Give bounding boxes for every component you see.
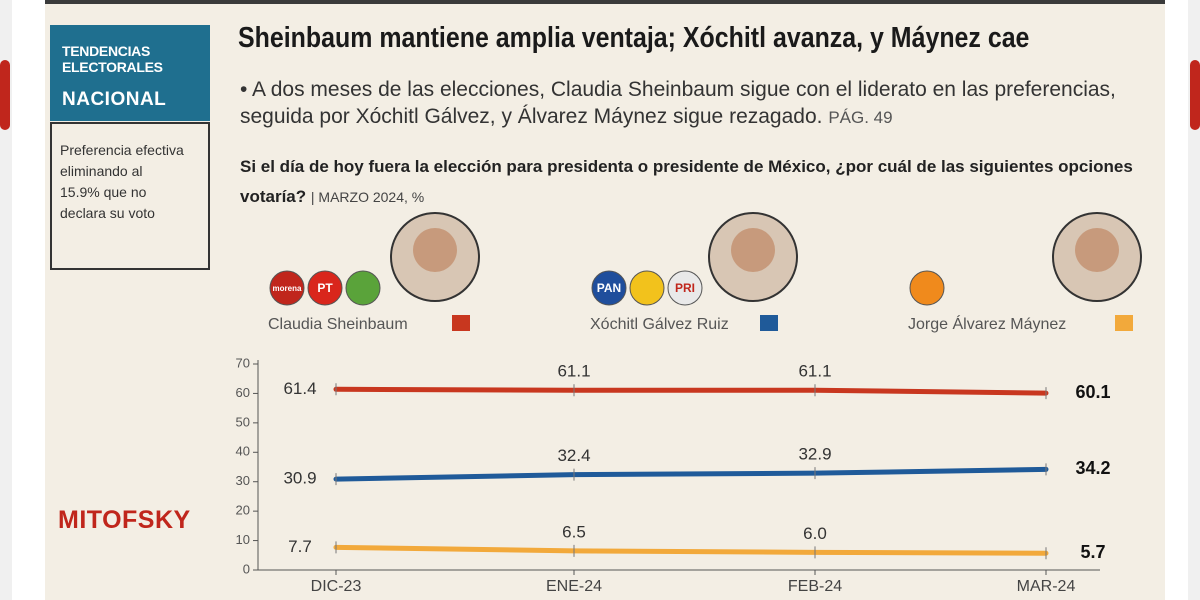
legend-label: Xóchitl Gálvez Ruiz [590,316,729,333]
value-label: 61.1 [557,362,590,381]
edge [0,0,12,600]
candidate-face [731,228,775,272]
value-label: 6.0 [803,524,827,543]
party-logo [629,270,665,306]
brand: MITOFSKY [58,506,191,534]
badge-line: TENDENCIAS ELECTORALES [62,43,163,75]
legend-swatch [452,315,470,331]
y-tick-label: 30 [236,473,250,488]
party-logo [307,270,343,306]
candidate-face [413,228,457,272]
series-line [333,544,1049,556]
party-logo-text: PRI [675,281,695,295]
party-logo-text: PAN [597,281,621,295]
y-tick-label: 40 [236,444,250,459]
party-logo [909,270,945,306]
question: Si el día de hoy fuera la elección para … [240,152,1140,212]
party-logo [345,270,381,306]
legend-label: Claudia Sheinbaum [268,316,408,333]
subtitle-text: • A dos meses de las elecciones, Claudia… [240,78,1116,128]
series-line [333,386,1049,396]
section-badge: TENDENCIAS ELECTORALES NACIONAL [50,25,210,121]
x-tick-label: FEB-24 [788,578,842,595]
value-label: 60.1 [1075,382,1110,402]
y-tick-label: 10 [236,532,250,547]
note-box: Preferencia efectiva eliminando al 15.9%… [50,122,210,270]
value-label: 6.5 [562,522,586,541]
x-tick-label: DIC-23 [311,578,362,595]
value-label: 7.7 [288,537,312,556]
y-tick-label: 0 [243,561,250,576]
x-tick-label: ENE-24 [546,578,602,595]
party-logo [667,270,703,306]
party-logo [269,270,305,306]
legend-swatch [1115,315,1133,331]
subtitle: • A dos meses de las elecciones, Claudia… [240,76,1120,131]
badge-text: NACIONAL [62,89,167,110]
edge [1188,0,1200,600]
page-ref: PÁG. 49 [828,108,893,127]
party-logo-text: morena [273,284,302,293]
value-label: 30.9 [283,469,316,488]
y-tick-label: 70 [236,355,250,370]
value-label: 5.7 [1080,542,1105,562]
edge-decoration [0,60,10,130]
candidate-face [1075,228,1119,272]
badge-text: ELECTORALES [62,59,163,75]
value-label: 34.2 [1075,458,1110,478]
series-line [333,466,1049,482]
y-tick-label: 20 [236,503,250,518]
value-label: 32.9 [798,445,831,464]
legend-label: Jorge Álvarez Máynez [908,314,1066,333]
party-logo [591,270,627,306]
party-logo-text: PT [317,281,333,295]
note-text: Preferencia efectiva eliminando al 15.9%… [60,142,184,221]
badge-text: TENDENCIAS [62,43,151,59]
y-tick-label: 60 [236,385,250,400]
edge-decoration [1190,60,1200,130]
headline: Sheinbaum mantiene amplia ventaja; Xóchi… [238,22,1030,54]
question-note: | MARZO 2024, % [310,189,425,205]
value-label: 61.1 [798,362,831,381]
x-tick-label: MAR-24 [1017,578,1076,595]
y-tick-label: 50 [236,414,250,429]
question-text: Si el día de hoy fuera la elección para … [240,157,1133,206]
legend-swatch [760,315,778,331]
value-label: 32.4 [557,446,590,465]
value-label: 61.4 [283,379,316,398]
